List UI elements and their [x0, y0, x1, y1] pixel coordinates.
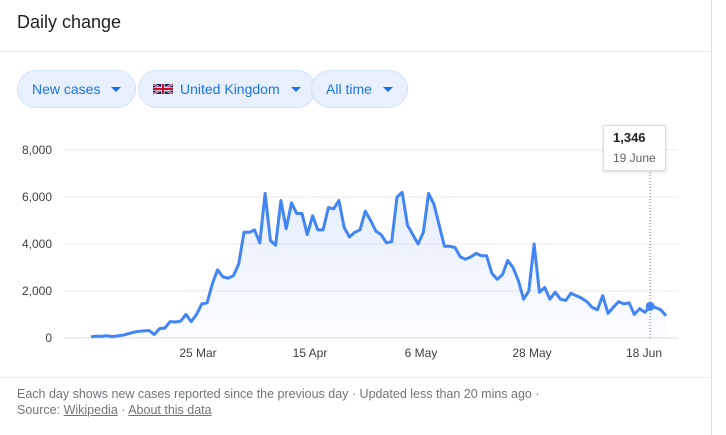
metric-dropdown-label: New cases — [32, 81, 101, 97]
y-tick-label: 8,000 — [22, 143, 52, 157]
y-tick-label: 0 — [45, 331, 52, 345]
tooltip-value: 1,346 — [613, 130, 646, 145]
metric-dropdown[interactable]: New cases — [17, 70, 137, 108]
about-data-link[interactable]: About this data — [128, 403, 212, 417]
region-dropdown-label: United Kingdom — [180, 81, 280, 97]
y-tick-label: 6,000 — [22, 190, 52, 204]
series-line — [90, 190, 668, 339]
footer-note: Each day shows new cases reported since … — [17, 387, 540, 401]
time-range-dropdown[interactable]: All time — [311, 70, 408, 108]
x-tick-label: 25 Mar — [179, 346, 216, 360]
footer-separator: · — [121, 403, 126, 417]
y-tick-label: 2,000 — [22, 284, 52, 298]
caret-down-icon — [111, 86, 122, 92]
caret-down-icon — [290, 86, 301, 92]
daily-cases-chart[interactable]: 0 2,000 4,000 6,000 8,000 25 Mar 15 Apr 6 May 2… — [0, 120, 712, 370]
tooltip-date: 19 June — [613, 151, 656, 165]
x-tick-label: 15 Apr — [293, 346, 328, 360]
wikipedia-link[interactable]: Wikipedia — [63, 403, 118, 417]
hover-point — [645, 301, 655, 311]
y-tick-label: 4,000 — [22, 237, 52, 251]
header-divider — [0, 51, 712, 52]
time-range-dropdown-label: All time — [326, 81, 372, 97]
x-tick-label: 6 May — [405, 346, 438, 360]
hover-tooltip: 1,346 19 June — [603, 125, 666, 171]
footer-source: Source: Wikipedia · About this data — [17, 403, 212, 417]
x-tick-label: 28 May — [512, 346, 551, 360]
footer-divider — [0, 377, 712, 378]
uk-flag-icon — [153, 83, 173, 95]
region-dropdown[interactable]: United Kingdom — [138, 70, 316, 108]
source-label: Source: — [17, 403, 61, 417]
series-area — [91, 192, 666, 338]
card-title: Daily change — [17, 12, 122, 32]
x-tick-label: 18 Jun — [626, 346, 662, 360]
caret-down-icon — [382, 86, 393, 92]
